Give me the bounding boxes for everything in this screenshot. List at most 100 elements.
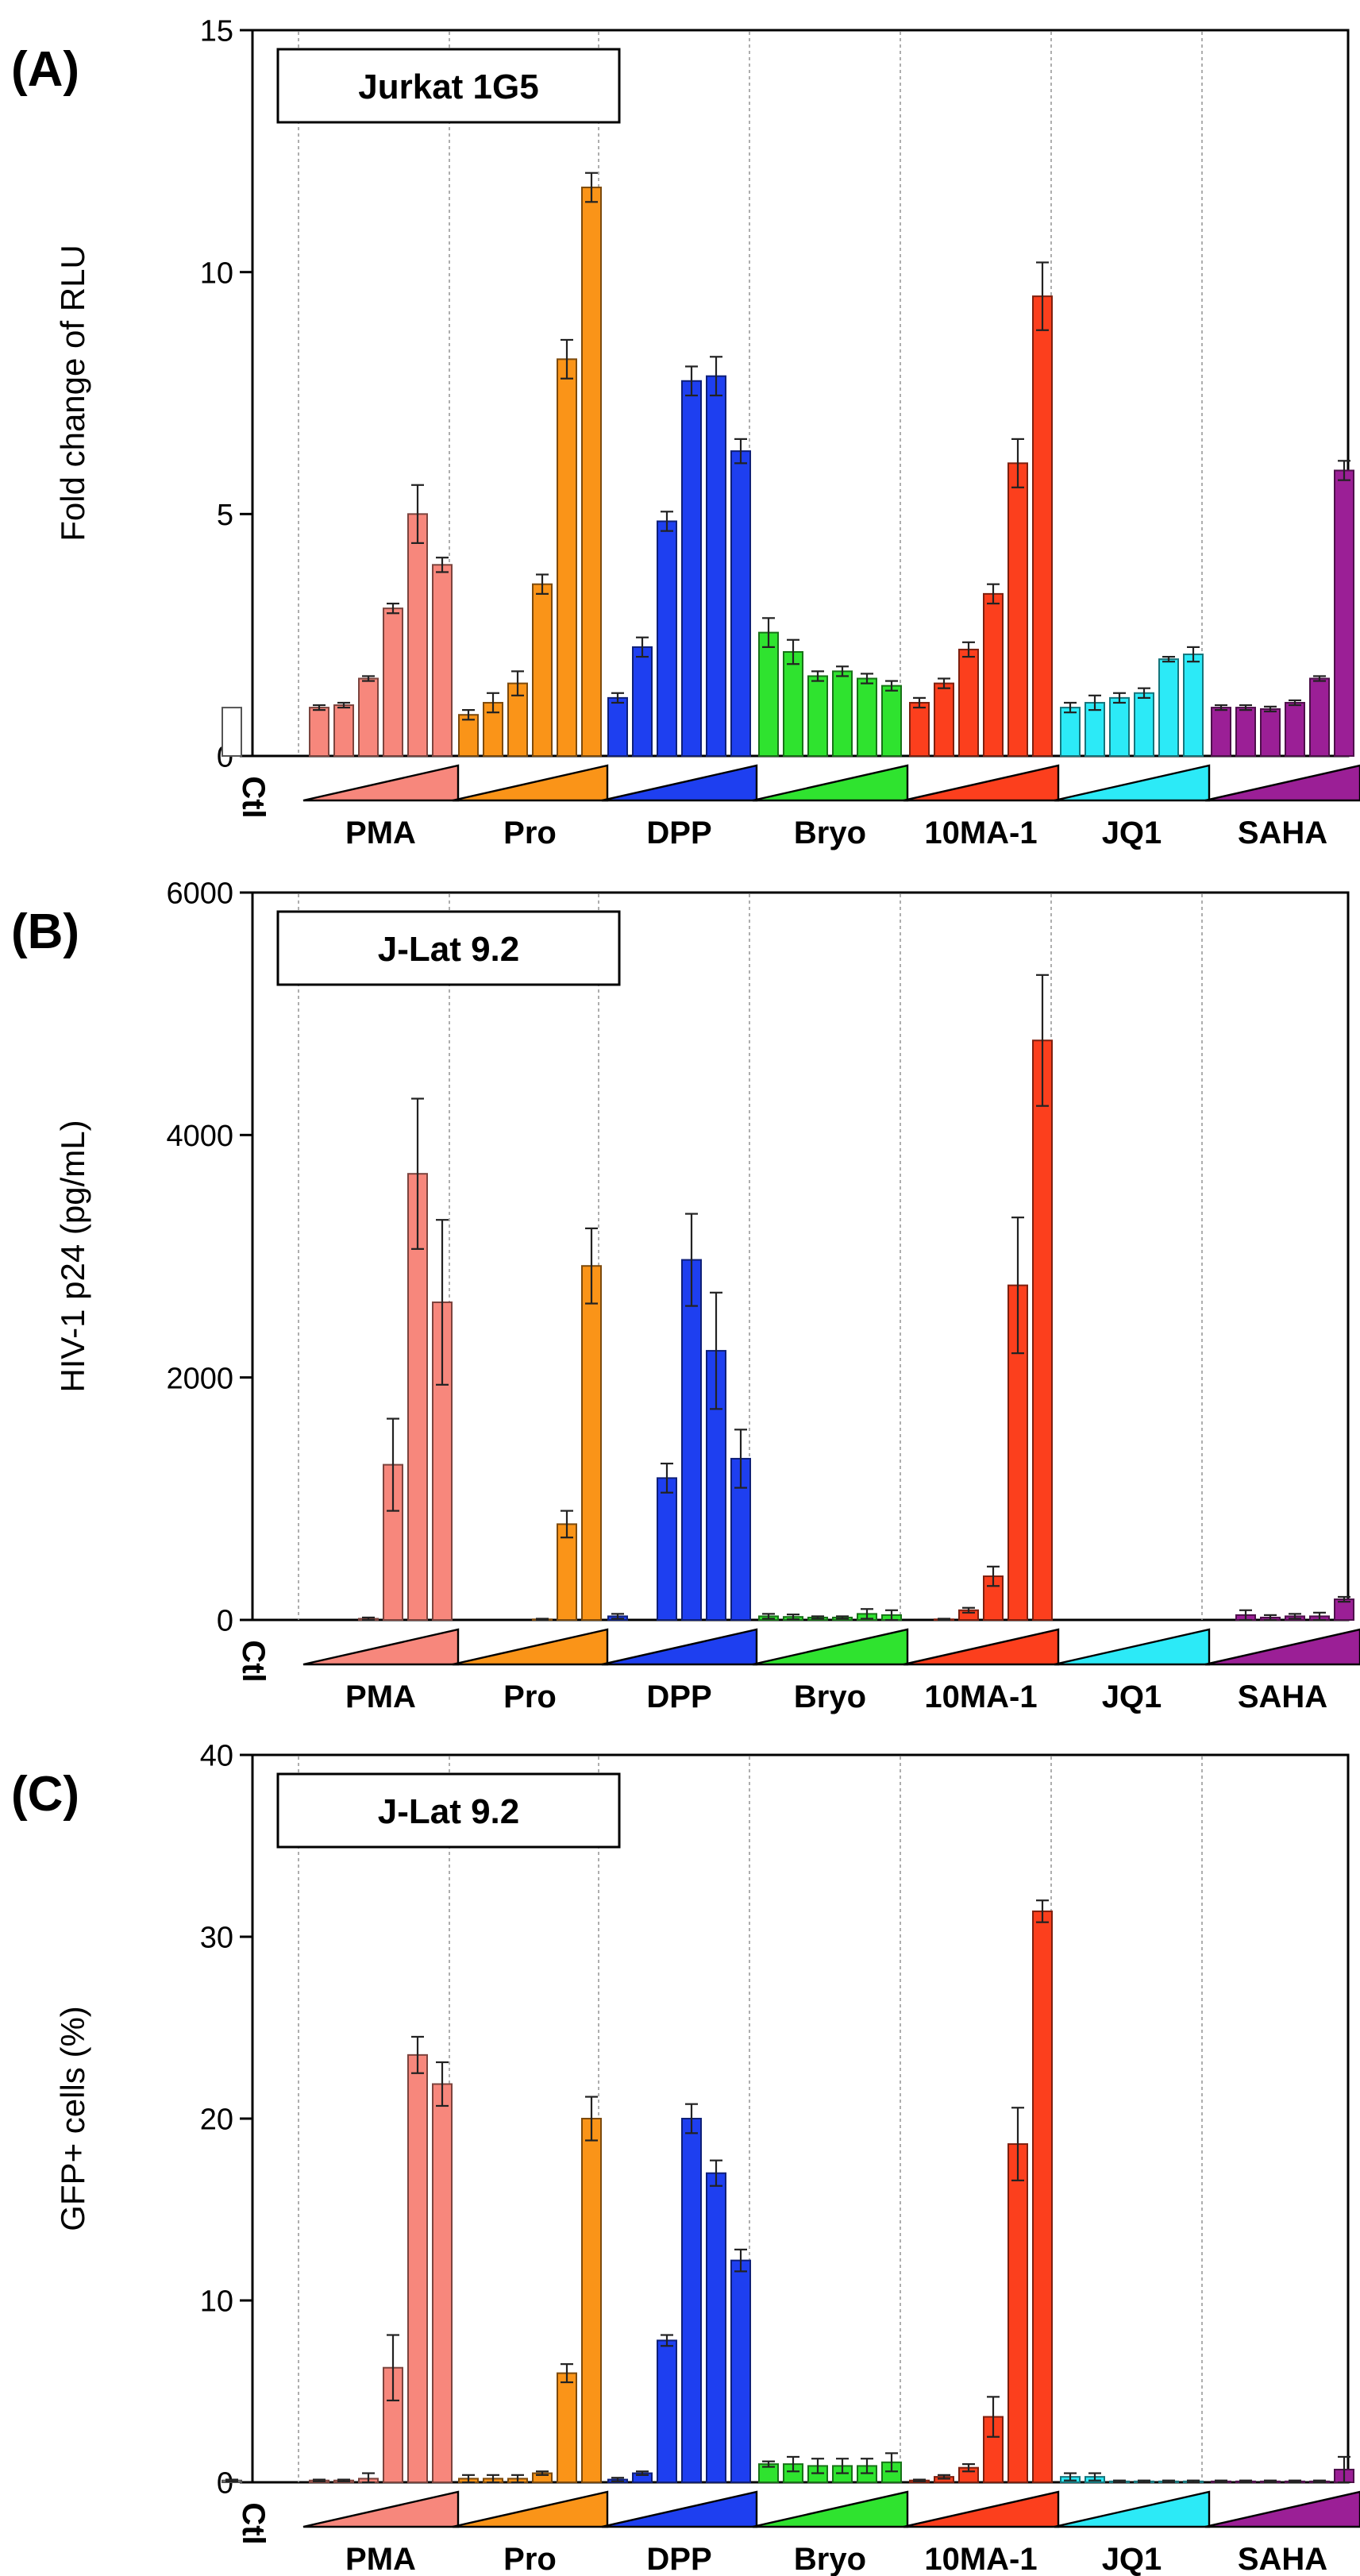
bar <box>632 646 653 758</box>
dose-triangle <box>752 2490 909 2528</box>
category-label: PMA <box>345 816 416 850</box>
category-label: Bryo <box>794 1679 866 1714</box>
dose-triangle <box>903 1628 1060 1666</box>
control-label: Ctl <box>236 776 271 818</box>
category-label: SAHA <box>1238 2542 1327 2576</box>
y-tick-label: 20 <box>200 2104 233 2137</box>
bar-group-dpp: DPP <box>601 2103 758 2576</box>
panel-label: (C) <box>11 1767 79 1822</box>
bar-group-pma: PMA <box>302 2035 460 2576</box>
bar <box>681 2118 702 2483</box>
bar <box>681 1259 702 1621</box>
y-tick-label: 40 <box>200 1740 233 1773</box>
bar <box>730 2259 751 2484</box>
category-label: Bryo <box>794 2542 866 2576</box>
bar <box>309 707 329 757</box>
bar <box>407 2053 428 2484</box>
bar <box>681 380 702 757</box>
chart-title: J-Lat 9.2 <box>378 1792 520 1831</box>
bar-group-pro: Pro <box>452 2096 609 2576</box>
dose-triangle <box>452 764 609 802</box>
bar-group-10ma-1: 10MA-1 <box>903 974 1060 1714</box>
control-bar <box>222 707 242 757</box>
title-frame <box>276 1772 621 1849</box>
bar <box>1183 654 1204 757</box>
y-tick-label: 0 <box>217 1605 233 1638</box>
category-label: Pro <box>503 2542 557 2576</box>
panel-label: (A) <box>11 42 79 97</box>
category-label: Bryo <box>794 816 866 850</box>
dose-triangle <box>601 2490 758 2528</box>
dose-triangle <box>903 764 1060 802</box>
bar-group-bryo: Bryo <box>752 2452 909 2576</box>
bar <box>557 2372 577 2484</box>
bar <box>383 2366 403 2483</box>
y-axis-label: GFP+ cells (%) <box>54 2006 91 2231</box>
bar-group-pma: PMA <box>302 1097 460 1714</box>
bar <box>657 520 677 757</box>
category-label: JQ1 <box>1102 816 1162 850</box>
y-tick-label: 4000 <box>166 1120 233 1153</box>
bar <box>657 2339 677 2483</box>
bar-group-jq1: JQ1 <box>1054 2472 1211 2576</box>
y-tick-label: 15 <box>200 15 233 48</box>
bar <box>1309 677 1330 757</box>
bar <box>432 2083 453 2483</box>
bar <box>1109 696 1130 758</box>
chart-panel-c: (C) GFP+ cells (%) 0 10 20 30 40 J-Lat 9.2 Ctl PM… <box>11 1740 1360 2576</box>
bar <box>581 1265 602 1622</box>
bar-group-jq1: JQ1 <box>1054 1628 1211 1714</box>
bar <box>958 648 979 757</box>
dose-triangle <box>302 764 460 802</box>
chart-title-box: J-Lat 9.2 <box>276 910 621 986</box>
bar-group-bryo: Bryo <box>752 617 909 850</box>
bar-group-dpp: DPP <box>601 1213 758 1714</box>
category-label: 10MA-1 <box>924 1679 1037 1714</box>
bar <box>581 187 602 758</box>
dose-triangle <box>1054 764 1211 802</box>
bar <box>557 1523 577 1621</box>
bar <box>1334 469 1354 757</box>
bar <box>657 1477 677 1621</box>
bar-group-bryo: Bryo <box>752 1608 909 1714</box>
category-label: JQ1 <box>1102 1679 1162 1714</box>
bar <box>1007 462 1028 757</box>
title-frame <box>276 48 621 124</box>
category-label: SAHA <box>1238 1679 1327 1714</box>
y-tick-label: 10 <box>200 2285 233 2319</box>
bar <box>807 675 828 758</box>
bar <box>532 583 553 757</box>
chart-title: J-Lat 9.2 <box>378 930 520 969</box>
bar <box>1235 707 1256 757</box>
bar <box>1158 658 1179 758</box>
bar <box>557 358 577 757</box>
bar <box>1085 701 1105 757</box>
bar <box>909 701 930 757</box>
dose-triangle <box>1054 2490 1211 2528</box>
y-tick-label: 5 <box>217 499 233 532</box>
category-label: 10MA-1 <box>924 816 1037 850</box>
y-tick-label: 0 <box>217 2467 233 2501</box>
bar <box>934 682 954 757</box>
category-label: 10MA-1 <box>924 2542 1037 2576</box>
y-tick-label: 6000 <box>166 877 233 911</box>
dose-triangle <box>1204 1628 1360 1666</box>
y-tick-label: 10 <box>200 256 233 290</box>
bar-group-saha: SAHA <box>1204 460 1360 850</box>
bar-group-pro: Pro <box>452 172 609 850</box>
dose-triangle <box>1054 1628 1211 1666</box>
bar <box>1285 701 1305 757</box>
bar <box>706 375 726 757</box>
dose-triangle <box>1204 764 1360 802</box>
chart-title: Jurkat 1G5 <box>358 67 538 106</box>
bar-group-10ma-1: 10MA-1 <box>903 1899 1060 2576</box>
bar <box>983 592 1004 758</box>
dose-triangle <box>1204 2490 1360 2528</box>
bar <box>1032 295 1053 757</box>
dose-triangle <box>601 764 758 802</box>
category-label: Pro <box>503 816 557 850</box>
y-axis-label: HIV-1 p24 (pg/mL) <box>54 1120 91 1392</box>
category-label: PMA <box>345 2542 416 2576</box>
bar <box>1211 707 1231 757</box>
